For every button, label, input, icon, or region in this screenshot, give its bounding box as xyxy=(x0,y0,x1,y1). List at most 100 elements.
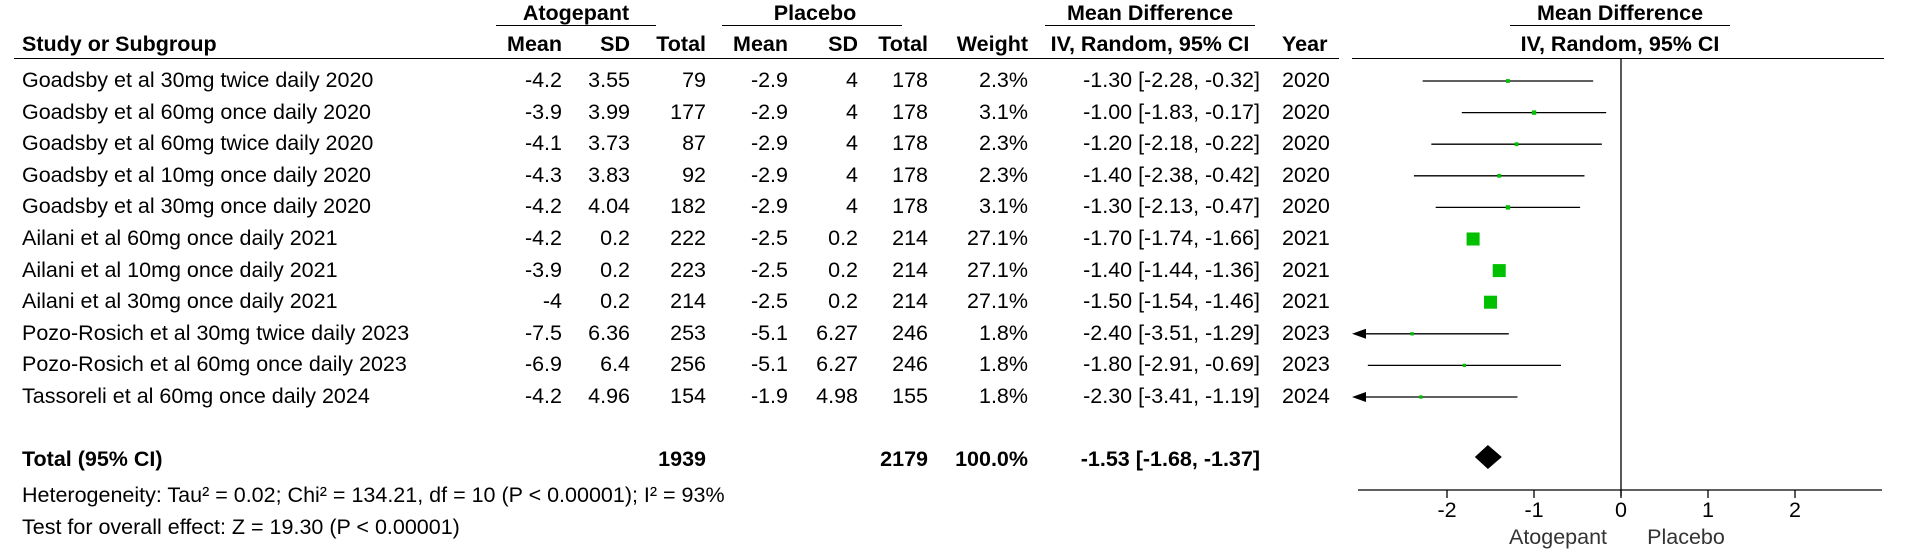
md-underline xyxy=(1045,25,1255,26)
total-n1: 1939 xyxy=(658,447,706,471)
total1-cell: 223 xyxy=(670,257,706,282)
total1-cell: 222 xyxy=(670,226,706,250)
ci-cell: -1.40 [-2.38, -0.42] xyxy=(1083,162,1260,187)
study-marker xyxy=(1483,295,1498,309)
study-name: Ailani et al 10mg once daily 2021 xyxy=(22,257,338,282)
year-cell: 2020 xyxy=(1282,99,1330,124)
ci-cell: -2.30 [-3.41, -1.19] xyxy=(1083,384,1260,408)
weight-cell: 3.1% xyxy=(978,99,1028,124)
mean2-header: Mean xyxy=(733,32,788,56)
year-cell: 2024 xyxy=(1282,384,1330,408)
sd1-cell: 3.83 xyxy=(588,162,630,187)
ci-cell: -2.40 [-3.51, -1.29] xyxy=(1083,320,1260,345)
total1-cell: 214 xyxy=(670,289,706,314)
weight-cell: 2.3% xyxy=(978,162,1028,187)
pooled-diamond xyxy=(1474,445,1502,469)
mean1-cell: -4.2 xyxy=(524,68,562,92)
ci-cell: -1.30 [-2.13, -0.47] xyxy=(1083,194,1260,219)
total2-cell: 246 xyxy=(892,352,928,377)
sd2-cell: 4 xyxy=(846,162,858,187)
total1-cell: 87 xyxy=(682,131,706,156)
group2-underline xyxy=(722,25,902,26)
mean1-cell: -4.2 xyxy=(524,194,562,219)
overall-effect-text: Test for overall effect: Z = 19.30 (P < … xyxy=(22,515,460,539)
study-name: Pozo-Rosich et al 30mg twice daily 2023 xyxy=(22,320,410,345)
header-divider xyxy=(14,58,1339,59)
study-name: Ailani et al 30mg once daily 2021 xyxy=(22,289,338,314)
sd1-cell: 4.96 xyxy=(588,384,630,408)
weight-cell: 2.3% xyxy=(978,68,1028,92)
mean1-cell: -3.9 xyxy=(524,99,562,124)
total1-cell: 92 xyxy=(682,162,706,187)
weight-cell: 27.1% xyxy=(967,226,1028,250)
total1-cell: 79 xyxy=(682,68,706,92)
year-cell: 2020 xyxy=(1282,162,1330,187)
study-header: Study or Subgroup xyxy=(22,32,217,56)
study-marker xyxy=(1497,173,1502,178)
mean1-cell: -4.3 xyxy=(524,162,562,187)
sd1-cell: 3.99 xyxy=(588,99,630,124)
mean2-cell: -1.9 xyxy=(750,384,788,408)
total2-cell: 178 xyxy=(892,131,928,156)
mean1-cell: -6.9 xyxy=(524,352,562,377)
total2-cell: 214 xyxy=(892,257,928,282)
sd1-cell: 3.73 xyxy=(588,131,630,156)
sd2-header: SD xyxy=(828,32,858,56)
sd2-cell: 6.27 xyxy=(816,352,858,377)
year-cell: 2021 xyxy=(1282,257,1330,282)
weight-cell: 27.1% xyxy=(967,257,1028,282)
study-name: Goadsby et al 30mg once daily 2020 xyxy=(22,194,372,219)
total2-cell: 178 xyxy=(892,68,928,92)
mean2-cell: -2.5 xyxy=(750,289,788,314)
group1-underline xyxy=(496,25,656,26)
sd2-cell: 4 xyxy=(846,99,858,124)
total2-header: Total xyxy=(878,32,928,56)
md-header: Mean Difference xyxy=(1066,1,1234,25)
ci-cell: -1.80 [-2.91, -0.69] xyxy=(1083,352,1260,377)
sd2-cell: 0.2 xyxy=(828,257,858,282)
favours-right-label: Placebo xyxy=(1647,525,1725,549)
study-marker xyxy=(1466,232,1480,246)
study-marker xyxy=(1492,264,1506,278)
mean2-cell: -2.9 xyxy=(750,194,788,219)
heterogeneity-text: Heterogeneity: Tau² = 0.02; Chi² = 134.2… xyxy=(22,483,725,507)
study-marker xyxy=(1462,363,1467,368)
mean2-cell: -2.9 xyxy=(750,99,788,124)
sd2-cell: 4 xyxy=(846,194,858,219)
total2-cell: 246 xyxy=(892,320,928,345)
total1-cell: 256 xyxy=(670,352,706,377)
total-n2: 2179 xyxy=(880,447,928,471)
sd1-cell: 6.36 xyxy=(588,320,630,345)
study-marker xyxy=(1505,205,1511,210)
total-weight: 100.0% xyxy=(955,447,1028,471)
sd1-cell: 3.55 xyxy=(588,68,630,92)
x-tick-label: 1 xyxy=(1702,498,1714,522)
sd1-cell: 0.2 xyxy=(600,226,630,250)
mean2-cell: -2.9 xyxy=(750,68,788,92)
study-name: Goadsby et al 30mg twice daily 2020 xyxy=(22,68,374,92)
weight-cell: 1.8% xyxy=(978,384,1028,408)
ci-cell: -1.20 [-2.18, -0.22] xyxy=(1083,131,1260,156)
study-marker xyxy=(1419,395,1423,399)
year-cell: 2021 xyxy=(1282,289,1330,314)
favours-left-label: Atogepant xyxy=(1509,525,1607,549)
total2-cell: 155 xyxy=(892,384,928,408)
total2-cell: 214 xyxy=(892,289,928,314)
group2-header: Placebo xyxy=(773,1,857,25)
weight-cell: 1.8% xyxy=(978,352,1028,377)
sd2-cell: 4.98 xyxy=(816,384,858,408)
total1-header: Total xyxy=(656,32,706,56)
mean2-cell: -2.9 xyxy=(750,162,788,187)
study-marker xyxy=(1506,79,1510,83)
sd1-cell: 6.4 xyxy=(600,352,630,377)
mean2-cell: -5.1 xyxy=(750,352,788,377)
total-label: Total (95% CI) xyxy=(22,447,163,471)
sd2-cell: 4 xyxy=(846,131,858,156)
mean1-cell: -7.5 xyxy=(524,320,562,345)
year-cell: 2020 xyxy=(1282,131,1330,156)
sd1-cell: 0.2 xyxy=(600,257,630,282)
study-name: Goadsby et al 60mg twice daily 2020 xyxy=(22,131,374,156)
study-marker xyxy=(1410,332,1414,336)
ci-cell: -1.50 [-1.54, -1.46] xyxy=(1083,289,1260,314)
